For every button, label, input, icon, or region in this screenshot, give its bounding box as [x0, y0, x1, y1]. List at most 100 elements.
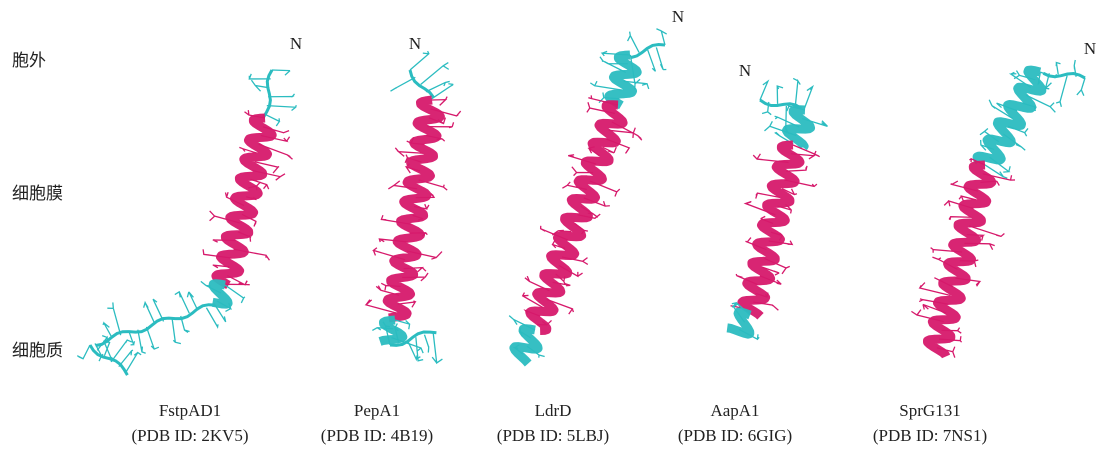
- side-chain: [103, 339, 111, 357]
- structure-name: PepA1: [354, 401, 400, 420]
- terminus-label: N: [672, 7, 684, 26]
- side-chain: [655, 47, 667, 71]
- side-chain: [118, 349, 134, 368]
- side-chain: [431, 331, 443, 365]
- side-chain: [761, 266, 780, 276]
- side-chain: [786, 165, 808, 172]
- side-chain: [608, 127, 636, 139]
- helix-ribbon: [509, 324, 543, 367]
- structure-name: FstpAD1: [159, 401, 221, 420]
- structure-name: AapA1: [710, 401, 759, 420]
- side-chain: [107, 302, 122, 336]
- helix-ribbon: [782, 105, 815, 151]
- side-chain: [774, 115, 800, 128]
- side-chain: [212, 264, 230, 269]
- side-chain: [571, 166, 594, 177]
- helix-ribbon: [525, 100, 628, 335]
- coil: [95, 303, 216, 347]
- side-chain: [186, 291, 199, 311]
- side-chain: [364, 299, 397, 314]
- coil: [88, 344, 129, 376]
- side-chain: [248, 73, 271, 80]
- side-chain: [425, 80, 450, 93]
- side-chain: [393, 323, 400, 343]
- side-chain: [930, 247, 963, 253]
- side-chain: [76, 344, 91, 360]
- side-label: 胞外: [12, 51, 46, 70]
- helix-ribbon: [382, 95, 445, 323]
- side-chain: [258, 143, 293, 160]
- side-chain: [755, 192, 780, 199]
- side-chain: [152, 298, 165, 322]
- coil: [630, 42, 666, 59]
- side-chain: [171, 318, 182, 345]
- side-chain: [266, 104, 297, 112]
- helix-ribbon: [725, 307, 755, 339]
- side-chain: [958, 195, 977, 202]
- side-chain: [1039, 71, 1059, 79]
- side-chain: [225, 282, 250, 286]
- side-chain: [602, 146, 617, 154]
- side-chain: [521, 292, 544, 309]
- side-chain: [145, 326, 160, 350]
- protein-structure: [76, 69, 297, 376]
- side-chain: [776, 85, 784, 104]
- side-chain: [984, 164, 1008, 179]
- side-chain: [382, 321, 391, 346]
- pdb-id: (PDB ID: 4B19): [321, 426, 433, 445]
- side-chain: [180, 315, 190, 334]
- side-chain: [397, 300, 417, 308]
- helix-ribbon: [208, 279, 233, 309]
- protein-structure: [364, 50, 462, 365]
- side-chain: [390, 76, 416, 92]
- pdb-id: (PDB ID: 5LBJ): [497, 426, 609, 445]
- side-chain: [394, 319, 411, 330]
- helix-ribbon: [737, 140, 805, 320]
- side-chain: [589, 80, 622, 91]
- helix-ribbon: [923, 160, 997, 360]
- side-chain: [1055, 61, 1061, 75]
- side-chain: [1055, 75, 1068, 107]
- side-chain: [268, 93, 296, 98]
- side-chain: [205, 307, 219, 329]
- pdb-id: (PDB ID: 7NS1): [873, 426, 987, 445]
- side-chain: [546, 298, 575, 315]
- side-chain: [271, 69, 291, 76]
- structure-name: LdrD: [535, 401, 572, 420]
- side-chain: [214, 304, 227, 323]
- side-chain: [111, 339, 133, 362]
- side-chain: [128, 332, 136, 346]
- coil: [408, 69, 435, 99]
- side-chain: [988, 99, 1013, 120]
- side-chain: [143, 300, 156, 325]
- helix-ribbon: [604, 50, 642, 110]
- helix-ribbon: [378, 315, 408, 346]
- side-chain: [948, 216, 972, 221]
- side-chain: [803, 84, 814, 110]
- side-chain: [174, 290, 190, 314]
- terminus-label: N: [290, 34, 302, 53]
- structure-name: SprG131: [899, 401, 960, 420]
- side-chain: [415, 337, 424, 362]
- side-chain: [430, 83, 454, 100]
- side-chain: [102, 321, 113, 339]
- protein-structure: [508, 28, 668, 367]
- pdb-id: (PDB ID: 6GIG): [678, 426, 792, 445]
- side-chain: [224, 284, 246, 304]
- side-chain: [1008, 71, 1032, 89]
- helix-ribbon: [211, 113, 277, 290]
- side-chain: [792, 77, 801, 108]
- side-chain: [418, 179, 448, 191]
- side-chain: [394, 147, 424, 157]
- side-label: 细胞膜: [12, 184, 63, 203]
- side-chain: [137, 329, 146, 354]
- side-chain: [781, 188, 798, 196]
- side-chain: [409, 50, 430, 71]
- coil: [389, 330, 437, 347]
- side-chain: [431, 96, 448, 106]
- terminus-label: N: [409, 34, 421, 53]
- pdb-id: (PDB ID: 2KV5): [131, 426, 248, 445]
- side-chain: [968, 225, 1005, 238]
- terminus-label: N: [1084, 39, 1096, 58]
- terminus-label: N: [739, 61, 751, 80]
